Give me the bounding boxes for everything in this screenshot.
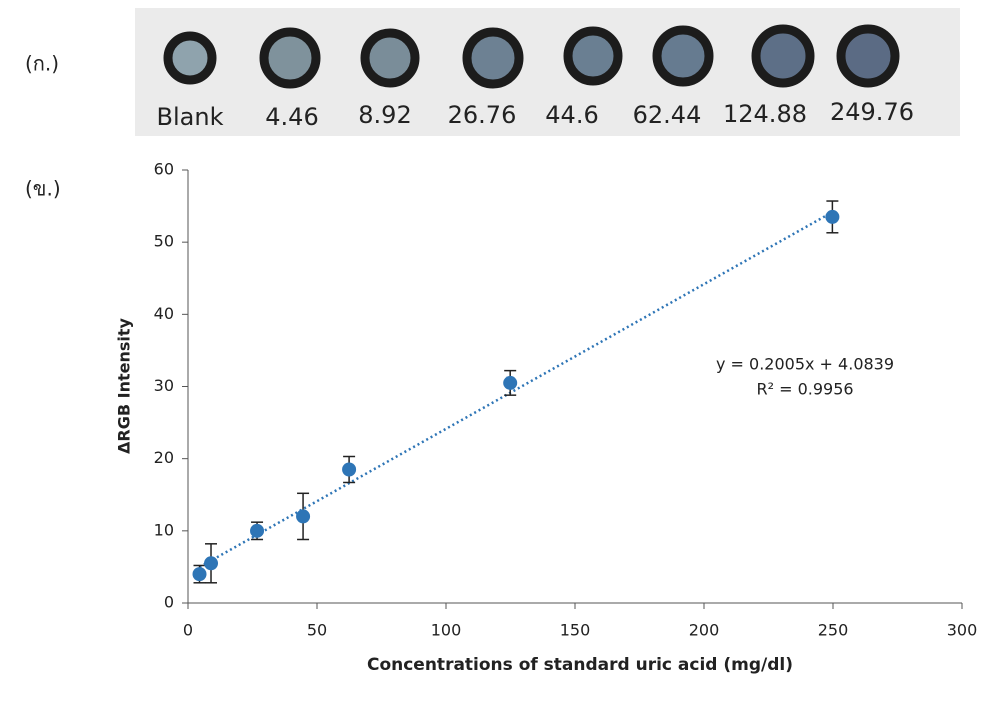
data-point — [193, 567, 207, 581]
spot-label: 124.88 — [723, 100, 807, 128]
spot — [467, 32, 519, 84]
spot-label: 44.6 — [545, 101, 598, 129]
y-tick-label: 50 — [154, 232, 174, 251]
data-point — [503, 376, 517, 390]
data-point — [250, 524, 264, 538]
x-axis-title: Concentrations of standard uric acid (mg… — [367, 655, 793, 675]
spot — [365, 33, 415, 83]
spot — [841, 29, 895, 83]
y-tick-label: 30 — [154, 376, 174, 395]
y-tick-label: 40 — [154, 304, 174, 323]
spot-label: Blank — [157, 103, 224, 131]
data-point — [204, 556, 218, 570]
y-tick-label: 20 — [154, 448, 174, 467]
y-tick-label: 60 — [154, 160, 174, 179]
spot-label: 8.92 — [358, 101, 411, 129]
spot — [657, 30, 709, 82]
spot-strip: Blank 4.46 8.92 26.76 44.6 62.44 124.88 … — [135, 8, 960, 136]
r-squared: R² = 0.9956 — [756, 380, 853, 399]
spot — [168, 36, 212, 80]
panel-label: (ข.) — [25, 177, 61, 201]
spot-label: 249.76 — [830, 98, 914, 126]
spot — [568, 31, 618, 81]
y-tick-label: 0 — [164, 593, 174, 612]
x-tick-label: 0 — [183, 621, 193, 640]
data-point — [342, 462, 356, 476]
trendline — [200, 212, 833, 567]
spot-label: 26.76 — [448, 101, 517, 129]
trend-equation: y = 0.2005x + 4.0839 — [716, 355, 894, 374]
y-axis-title: ΔRGB Intensity — [115, 317, 134, 453]
spot-label: 4.46 — [265, 103, 318, 131]
x-tick-label: 250 — [818, 621, 849, 640]
spot-label: 62.44 — [633, 101, 702, 129]
panel-label: (ก.) — [25, 52, 59, 76]
data-point — [296, 509, 310, 523]
data-point — [825, 210, 839, 224]
x-tick-label: 300 — [947, 621, 978, 640]
spot — [756, 29, 810, 83]
x-tick-label: 200 — [689, 621, 720, 640]
figure: (ก.) (ข.) Blank 4.46 8.92 26.76 44.6 62.… — [0, 0, 984, 697]
x-tick-label: 100 — [431, 621, 462, 640]
x-tick-label: 50 — [307, 621, 327, 640]
spot — [264, 32, 316, 84]
y-tick-label: 10 — [154, 520, 174, 539]
x-tick-label: 150 — [560, 621, 591, 640]
